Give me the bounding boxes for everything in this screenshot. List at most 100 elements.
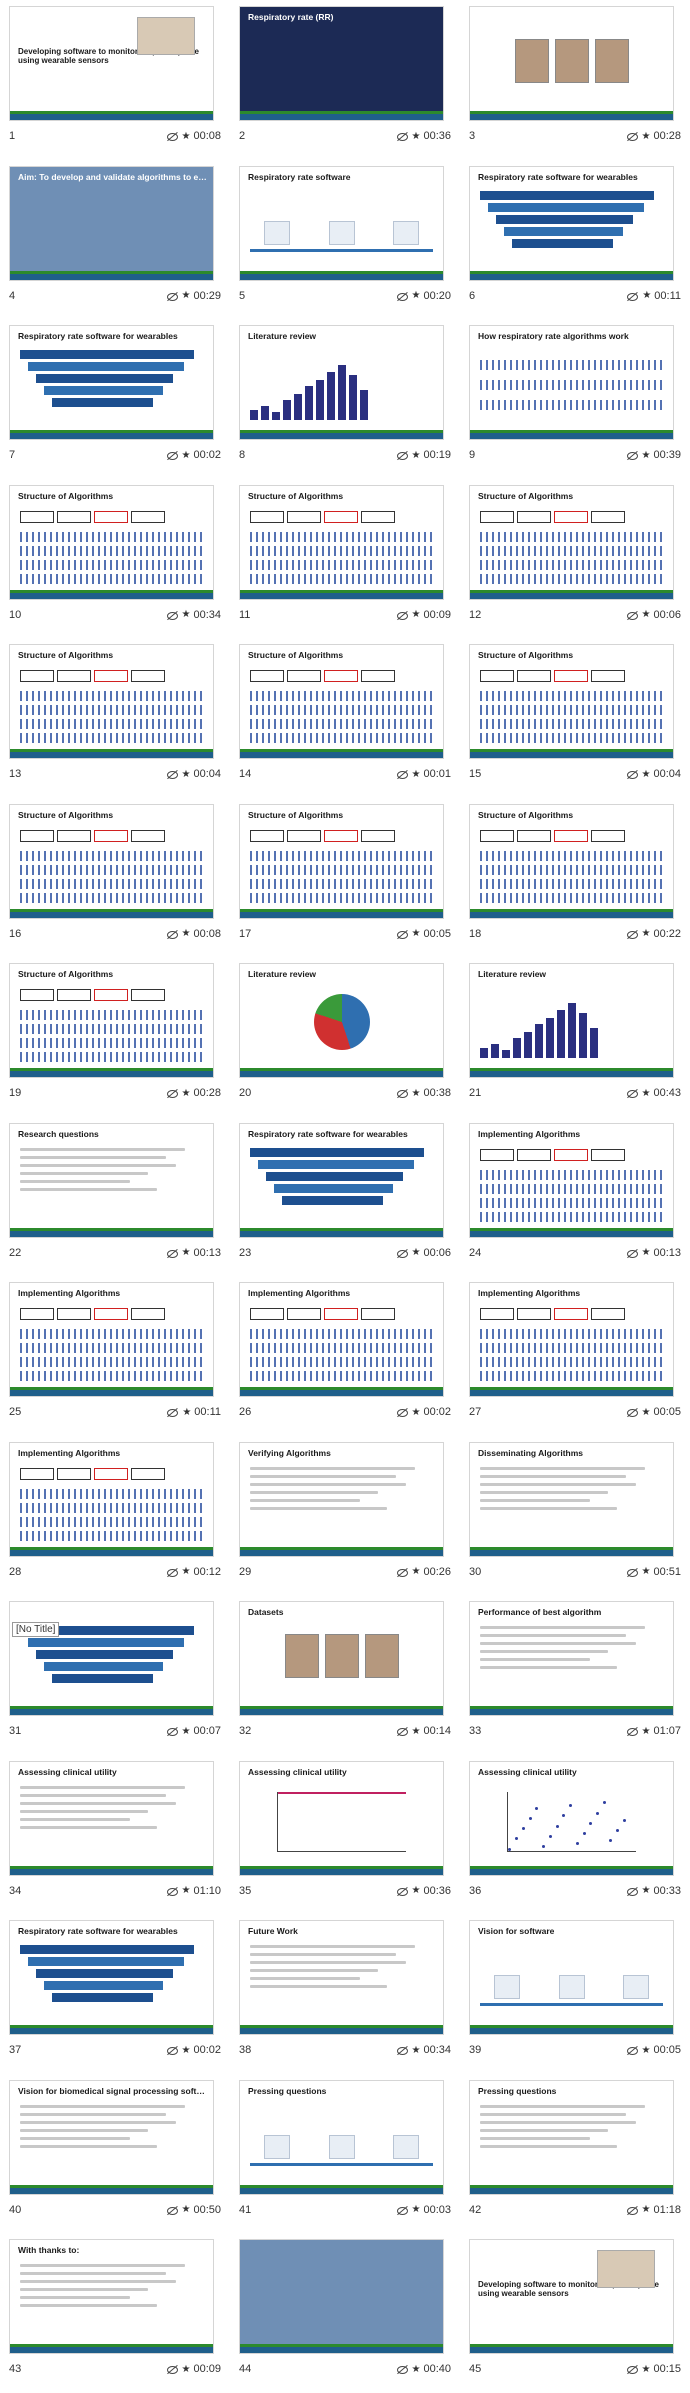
slide-thumbnail[interactable]: [No Title] (9, 1601, 214, 1716)
hidden-slide-icon[interactable] (626, 2363, 638, 2375)
hidden-slide-icon[interactable] (626, 768, 638, 780)
slide-thumbnail[interactable]: Respiratory rate software (239, 165, 444, 281)
animation-star-icon[interactable]: ★ (411, 1566, 421, 1577)
animation-star-icon[interactable]: ★ (641, 928, 651, 939)
hidden-slide-icon[interactable] (626, 1885, 638, 1897)
slide-thumbnail[interactable] (469, 6, 674, 121)
hidden-slide-icon[interactable] (166, 609, 178, 621)
animation-star-icon[interactable]: ★ (411, 2204, 421, 2215)
slide-thumbnail[interactable]: Developing software to monitor respirato… (469, 2239, 674, 2354)
slide-thumbnail-cell[interactable]: Respiratory rate software for wearables 7… (0, 319, 230, 479)
slide-thumbnail-cell[interactable]: Respiratory rate software for wearables 6… (460, 160, 690, 320)
slide-thumbnail-cell[interactable]: Pressing questions 41 ★ 00:03 (230, 2074, 460, 2234)
slide-thumbnail-cell[interactable]: Future Work 38 ★ 00:34 (230, 1914, 460, 2074)
hidden-slide-icon[interactable] (166, 2363, 178, 2375)
hidden-slide-icon[interactable] (166, 290, 178, 302)
hidden-slide-icon[interactable] (626, 2204, 638, 2216)
animation-star-icon[interactable]: ★ (411, 1725, 421, 1737)
slide-thumbnail[interactable]: Future Work (239, 1920, 444, 2035)
slide-thumbnail-cell[interactable]: Structure of Algorithms 13 ★ 00:04 (0, 638, 230, 798)
slide-thumbnail[interactable]: Literature review (469, 963, 674, 1078)
slide-thumbnail-cell[interactable]: Structure of Algorithms 15 ★ 00:04 (460, 638, 690, 798)
slide-thumbnail-cell[interactable]: Implementing Algorithms 26 ★ 00:02 (230, 1276, 460, 1436)
slide-thumbnail-cell[interactable]: [No Title] 31 ★ 00:07 (0, 1595, 230, 1755)
slide-thumbnail[interactable]: Structure of Algorithms (239, 644, 444, 759)
hidden-slide-icon[interactable] (396, 1087, 408, 1099)
slide-thumbnail[interactable]: Assessing clinical utility (239, 1760, 444, 1876)
slide-thumbnail[interactable]: Assessing clinical utility (469, 1760, 674, 1876)
slide-thumbnail[interactable]: Structure of Algorithms (239, 803, 444, 919)
hidden-slide-icon[interactable] (626, 1406, 638, 1418)
animation-star-icon[interactable]: ★ (411, 1087, 421, 1099)
slide-thumbnail[interactable]: Structure of Algorithms (9, 644, 214, 759)
slide-thumbnail-cell[interactable]: Vision for software 39 ★ 00:05 (460, 1914, 690, 2074)
hidden-slide-icon[interactable] (166, 768, 178, 780)
animation-star-icon[interactable]: ★ (411, 290, 421, 301)
slide-thumbnail[interactable]: Developing software to monitor respirato… (9, 6, 214, 121)
animation-star-icon[interactable]: ★ (641, 768, 651, 780)
hidden-slide-icon[interactable] (166, 1885, 178, 1897)
hidden-slide-icon[interactable] (626, 1725, 638, 1737)
animation-star-icon[interactable]: ★ (641, 1087, 651, 1099)
slide-thumbnail-cell[interactable]: Implementing Algorithms 28 ★ 00:12 (0, 1436, 230, 1596)
slide-thumbnail-cell[interactable]: Respiratory rate software 5 ★ 00:20 (230, 160, 460, 320)
slide-thumbnail[interactable]: Structure of Algorithms (469, 484, 674, 600)
animation-star-icon[interactable]: ★ (641, 449, 651, 461)
slide-thumbnail-cell[interactable]: 44 ★ 00:40 (230, 2233, 460, 2393)
animation-star-icon[interactable]: ★ (641, 1885, 651, 1896)
hidden-slide-icon[interactable] (396, 768, 408, 780)
animation-star-icon[interactable]: ★ (182, 1406, 192, 1418)
slide-thumbnail[interactable] (239, 2239, 444, 2354)
hidden-slide-icon[interactable] (396, 290, 408, 302)
slide-thumbnail-cell[interactable]: Research questions 22 ★ 00:13 (0, 1117, 230, 1277)
slide-thumbnail-cell[interactable]: Vision for biomedical signal processing … (0, 2074, 230, 2234)
hidden-slide-icon[interactable] (396, 130, 408, 142)
animation-star-icon[interactable]: ★ (181, 2204, 191, 2215)
animation-star-icon[interactable]: ★ (411, 2044, 421, 2056)
slide-thumbnail[interactable]: Implementing Algorithms (239, 1282, 444, 1397)
slide-thumbnail[interactable]: Assessing clinical utility (9, 1760, 214, 1876)
slide-thumbnail[interactable]: Datasets (239, 1601, 444, 1716)
hidden-slide-icon[interactable] (626, 290, 639, 302)
animation-star-icon[interactable]: ★ (641, 2363, 651, 2375)
slide-thumbnail-cell[interactable]: Structure of Algorithms 17 ★ 00:05 (230, 798, 460, 958)
hidden-slide-icon[interactable] (166, 1566, 178, 1578)
animation-star-icon[interactable]: ★ (641, 609, 651, 620)
slide-thumbnail-cell[interactable]: With thanks to: 43 ★ 00:09 (0, 2233, 230, 2393)
animation-star-icon[interactable]: ★ (181, 768, 191, 780)
animation-star-icon[interactable]: ★ (181, 609, 191, 620)
hidden-slide-icon[interactable] (396, 1406, 408, 1418)
slide-thumbnail-cell[interactable]: Structure of Algorithms 11 ★ 00:09 (230, 479, 460, 639)
hidden-slide-icon[interactable] (396, 1885, 408, 1897)
hidden-slide-icon[interactable] (166, 1406, 179, 1418)
animation-star-icon[interactable]: ★ (181, 1725, 191, 1737)
animation-star-icon[interactable]: ★ (181, 1885, 191, 1896)
animation-star-icon[interactable]: ★ (411, 449, 421, 461)
slide-thumbnail[interactable]: With thanks to: (9, 2239, 214, 2354)
slide-thumbnail-cell[interactable]: Disseminating Algorithms 30 ★ 00:51 (460, 1436, 690, 1596)
slide-thumbnail[interactable]: Implementing Algorithms (469, 1122, 674, 1238)
slide-thumbnail-cell[interactable]: 3 ★ 00:28 (460, 0, 690, 160)
slide-thumbnail-cell[interactable]: Assessing clinical utility 34 ★ 01:10 (0, 1755, 230, 1915)
slide-thumbnail[interactable]: Pressing questions (239, 2079, 444, 2195)
slide-thumbnail[interactable]: Research questions (9, 1122, 214, 1238)
hidden-slide-icon[interactable] (396, 609, 408, 621)
slide-thumbnail[interactable]: Structure of Algorithms (239, 484, 444, 600)
hidden-slide-icon[interactable] (396, 1725, 408, 1737)
animation-star-icon[interactable]: ★ (641, 2204, 651, 2215)
slide-thumbnail[interactable]: Implementing Algorithms (469, 1282, 674, 1397)
animation-star-icon[interactable]: ★ (641, 1406, 651, 1418)
hidden-slide-icon[interactable] (626, 1087, 638, 1099)
animation-star-icon[interactable]: ★ (641, 1247, 651, 1258)
slide-thumbnail-cell[interactable]: Developing software to monitor respirato… (460, 2233, 690, 2393)
animation-star-icon[interactable]: ★ (181, 130, 191, 142)
slide-thumbnail[interactable]: Structure of Algorithms (469, 803, 674, 919)
animation-star-icon[interactable]: ★ (181, 1566, 191, 1577)
animation-star-icon[interactable]: ★ (411, 2363, 421, 2375)
slide-thumbnail-cell[interactable]: Implementing Algorithms 27 ★ 00:05 (460, 1276, 690, 1436)
slide-thumbnail-cell[interactable]: Pressing questions 42 ★ 01:18 (460, 2074, 690, 2234)
hidden-slide-icon[interactable] (626, 2044, 638, 2056)
hidden-slide-icon[interactable] (166, 130, 178, 142)
animation-star-icon[interactable]: ★ (411, 1406, 421, 1418)
animation-star-icon[interactable]: ★ (181, 449, 191, 461)
